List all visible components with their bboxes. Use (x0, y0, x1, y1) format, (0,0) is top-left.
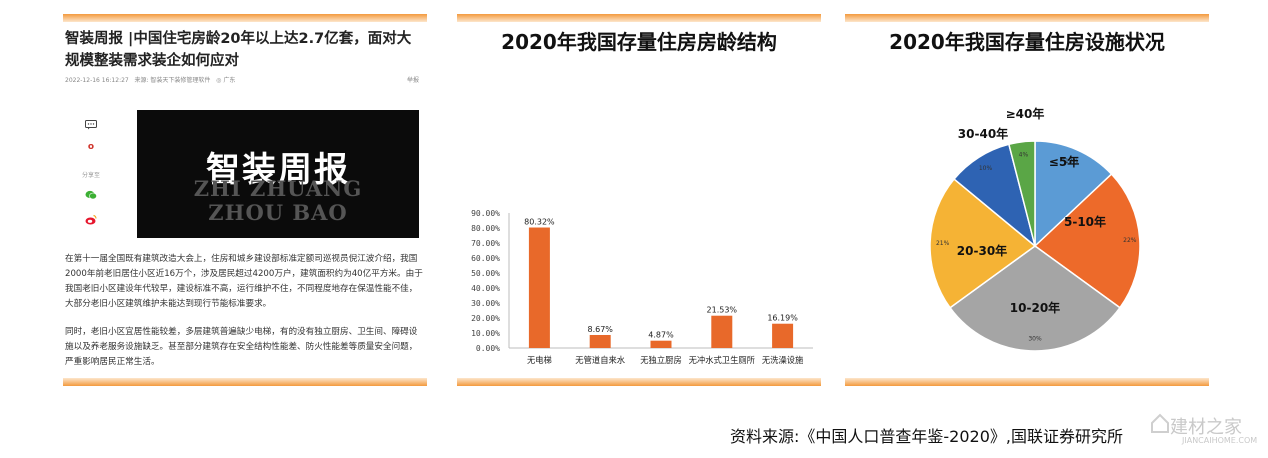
bar-chart: 0.00% 10.00% 20.00% 30.00% 40.00% 50.00% 60.00… (471, 209, 813, 365)
pie-slice (1033, 173, 1141, 309)
bottom-accent-bar (63, 378, 427, 386)
article-source: 来源: 智装天下装修管理软件 (134, 77, 211, 84)
article-paragraph-2: 同时，老旧小区宜居性能较差，多层建筑普遍缺少电梯，有的没有独立厨房、卫生间、障碍… (65, 327, 418, 367)
slice-percent-label: 22% (1123, 237, 1137, 244)
slice-category-label: ≤5年 (1049, 154, 1079, 169)
pie-slice (949, 245, 1121, 352)
bottom-accent-bar (845, 378, 1209, 386)
share-label: 分享至 (81, 172, 100, 179)
x-tick-label: 无冲水式卫生厕所 (689, 355, 755, 365)
weibo-icon[interactable] (73, 214, 109, 228)
bar (772, 323, 794, 348)
wechat-icon[interactable] (73, 190, 109, 203)
comment-icon[interactable] (73, 120, 109, 133)
pie-slice (929, 178, 1037, 309)
y-tick-label: 30.00% (471, 299, 500, 308)
report-link[interactable]: 举报 (406, 77, 419, 84)
cover-image: 智装周报 ZHI ZHUANG ZHOU BAO (137, 110, 419, 238)
bar-chart-title: 2020年我国存量住房房龄结构 (501, 30, 777, 54)
watermark: 建材之家 JIANCAIHOME.COM (1150, 410, 1258, 450)
article-title: 智装周报 |中国住宅房龄20年以上达2.7亿套，面对大规模整装需求装企如何应对 (65, 31, 412, 69)
y-tick-label: 70.00% (471, 239, 500, 248)
pie-chart-panel: 2020年我国存量住房设施状况 13% ≤5年 22% 5-10年 30% 10-20年 2… (845, 14, 1209, 386)
slice-category-label: 20-30年 (957, 243, 1007, 258)
bar-data-label: 16.19% (767, 314, 798, 323)
bar (711, 315, 733, 348)
y-tick-label: 0.00% (476, 344, 500, 353)
slice-percent-label: 21% (936, 240, 950, 247)
pie-chart-title: 2020年我国存量住房设施状况 (889, 30, 1165, 54)
bar-chart-panel: 2020年我国存量住房房龄结构 0.00% 10.00% 20.00% 30.00% 4… (457, 14, 821, 386)
pie-chart: 13%≤5年 22% 5-10年 30% 10-20年 21% 20-30年 10% 30-40… (929, 106, 1141, 352)
bar-data-label: 8.67% (587, 325, 613, 334)
y-tick-label: 80.00% (471, 224, 500, 233)
slice-percent-label: 10% (979, 165, 993, 172)
bar-data-label: 80.32% (524, 218, 555, 227)
y-tick-label: 40.00% (471, 284, 500, 293)
y-tick-label: 90.00% (471, 209, 500, 218)
article-location: 广东 (223, 77, 236, 84)
article-meta: 2022-12-16 16:12:27 来源: 智装天下装修管理软件 ◎ 广东 … (65, 75, 423, 84)
top-accent-bar (63, 14, 427, 22)
pie-slice (1034, 140, 1113, 248)
y-tick-label: 20.00% (471, 314, 500, 323)
watermark-url: JIANCAIHOME.COM (1182, 436, 1258, 445)
x-tick-label: 无洗澡设施 (762, 355, 804, 365)
bar (528, 227, 550, 348)
bar-data-label: 4.87% (648, 331, 674, 340)
location-icon: ◎ (216, 77, 222, 84)
article-panel: 智装周报 |中国住宅房龄20年以上达2.7亿套，面对大规模整装需求装企如何应对 … (63, 14, 427, 386)
cover-title: 智装周报 (206, 150, 350, 190)
pie-slice (1007, 140, 1036, 247)
bottom-accent-bar (457, 378, 821, 386)
cover-en-1: ZHI ZHUANG (193, 176, 363, 201)
y-tick-label: 60.00% (471, 254, 500, 263)
slice-category-label: ≥40年 (1006, 106, 1045, 121)
top-accent-bar (457, 14, 821, 22)
slice-category-label: 5-10年 (1064, 214, 1106, 229)
slice-category-label: 10-20年 (1010, 300, 1060, 315)
y-tick-label: 10.00% (471, 329, 500, 338)
watermark-text: 建材之家 (1170, 417, 1242, 438)
slice-percent-label: 13% (1065, 158, 1079, 165)
x-tick-label: 无管道自来水 (575, 355, 625, 365)
bar-data-label: 21.53% (707, 306, 738, 315)
bar (650, 340, 672, 348)
article-date: 2022-12-16 16:12:27 (65, 77, 129, 84)
slice-category-label: 30-40年 (958, 126, 1008, 141)
slice-percent-label: 30% (1028, 335, 1042, 342)
house-logo-icon (1151, 413, 1169, 433)
bar (589, 334, 611, 348)
y-tick-label: 50.00% (471, 269, 500, 278)
source-note: 资料来源:《中国人口普查年鉴-2020》,国联证券研究所 (730, 427, 1123, 446)
slice-percent-label: 4% (1019, 151, 1029, 158)
cover-en-2: ZHOU BAO (208, 200, 348, 225)
like-icon[interactable]: o (87, 142, 95, 152)
top-accent-bar (845, 14, 1209, 22)
article-paragraph-1: 在第十一届全国既有建筑改造大会上，住房和城乡建设部标准定额司巡视员倪江波介绍，我… (65, 254, 423, 309)
x-tick-label: 无电梯 (527, 355, 552, 365)
x-tick-label: 无独立厨房 (640, 355, 682, 365)
